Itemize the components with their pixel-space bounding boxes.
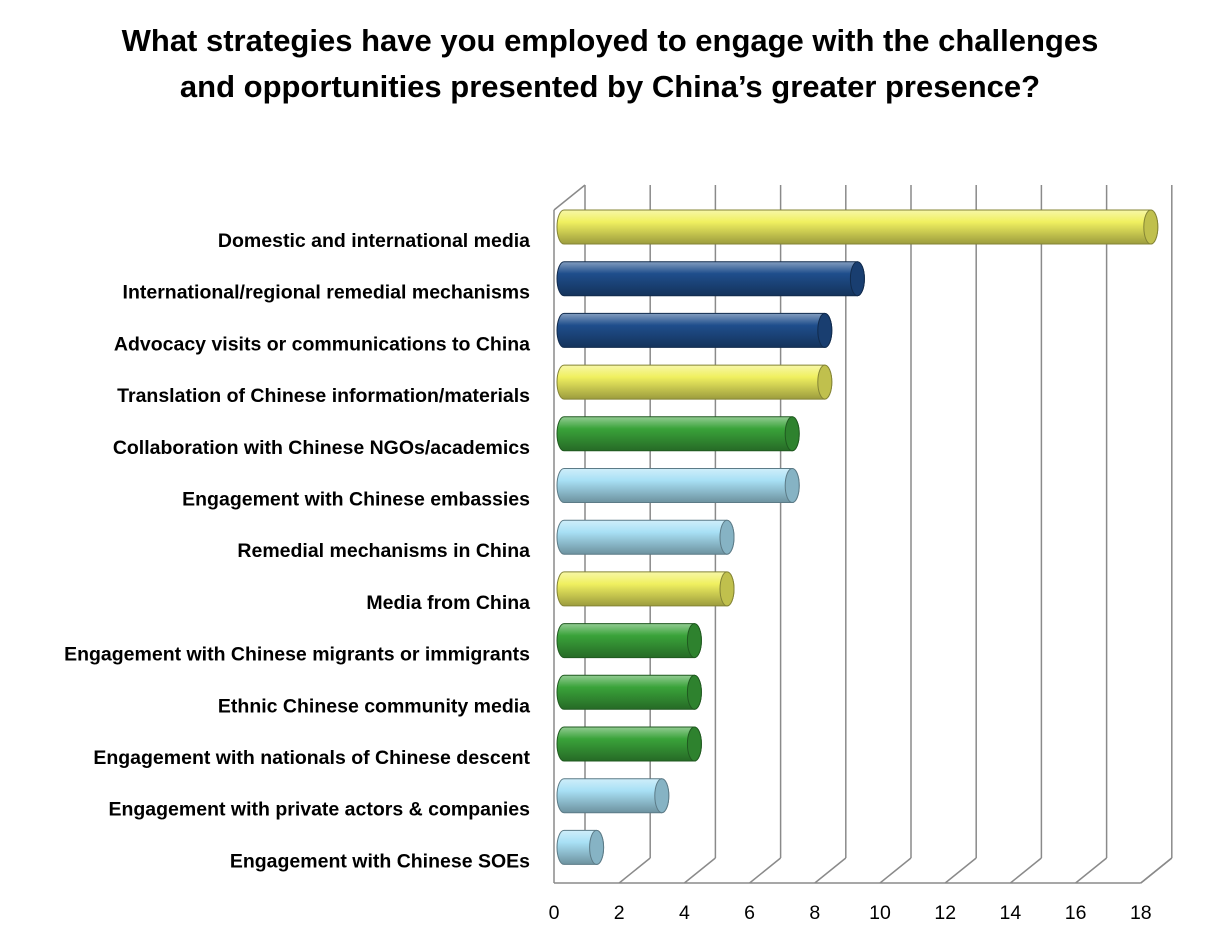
bar <box>556 726 702 762</box>
bar <box>556 674 702 710</box>
x-tick-labels: 0 2 4 6 8 10 12 14 16 18 <box>549 902 1152 924</box>
category-label: Translation of Chinese information/mater… <box>117 385 530 407</box>
category-label: Ethnic Chinese community media <box>218 695 530 717</box>
x-tick-label: 8 <box>809 902 820 924</box>
category-label: Advocacy visits or communications to Chi… <box>114 333 530 355</box>
category-labels: Domestic and international media Internat… <box>64 230 530 872</box>
x-tick-label: 6 <box>744 902 755 924</box>
bar-cap <box>719 571 735 607</box>
bar-cap <box>1143 209 1159 245</box>
bar <box>556 312 833 348</box>
floor-gridline <box>749 857 782 884</box>
bar-cap <box>817 364 833 400</box>
floor-gridline <box>814 857 847 884</box>
floor-gridline <box>944 857 977 884</box>
bar <box>556 778 670 814</box>
bar <box>556 468 800 503</box>
x-tick-label: 4 <box>679 902 690 924</box>
bar-cap <box>654 778 670 814</box>
x-tick-label: 10 <box>869 902 891 924</box>
category-label: Engagement with Chinese SOEs <box>230 850 530 872</box>
bar-cap <box>849 261 865 297</box>
floor-gridline <box>1140 857 1173 884</box>
x-tick-label: 14 <box>1000 902 1022 924</box>
floor-gridline <box>683 857 716 884</box>
bar-cap <box>686 623 702 659</box>
category-label: Engagement with Chinese embassies <box>182 489 530 511</box>
bar <box>556 519 735 555</box>
bar-cap <box>589 829 605 865</box>
floor-gridline <box>618 857 651 884</box>
bar <box>556 623 702 659</box>
bar-cap <box>686 726 702 762</box>
left-wall-top <box>553 184 586 211</box>
bar <box>556 571 735 607</box>
chart-title: What strategies have you employed to eng… <box>121 23 1099 104</box>
category-label: Domestic and international media <box>218 230 530 252</box>
category-label: Remedial mechanisms in China <box>237 540 530 562</box>
x-tick-label: 16 <box>1065 902 1087 924</box>
bar-cap <box>784 416 800 452</box>
bar-cap <box>784 468 800 503</box>
category-label: Collaboration with Chinese NGOs/academic… <box>113 437 530 459</box>
floor-gridline <box>1075 857 1108 884</box>
bar-cap <box>719 519 735 555</box>
floor-gridline <box>1009 857 1042 884</box>
bars <box>556 209 1159 865</box>
category-label: International/regional remedial mechanis… <box>123 282 531 304</box>
category-label: Media from China <box>366 592 530 614</box>
category-label: Engagement with private actors & compani… <box>108 799 530 821</box>
bar <box>556 416 800 452</box>
x-tick-label: 2 <box>614 902 625 924</box>
bar <box>556 364 833 400</box>
bar-cap <box>817 312 833 348</box>
bar <box>556 261 865 297</box>
category-label: Engagement with nationals of Chinese des… <box>93 747 530 769</box>
x-tick-label: 18 <box>1130 902 1152 924</box>
category-label: Engagement with Chinese migrants or immi… <box>64 644 530 666</box>
x-tick-label: 12 <box>934 902 956 924</box>
x-tick-label: 0 <box>549 902 560 924</box>
bar <box>556 209 1159 245</box>
bar-cap <box>686 674 702 710</box>
floor-gridline <box>879 857 912 884</box>
